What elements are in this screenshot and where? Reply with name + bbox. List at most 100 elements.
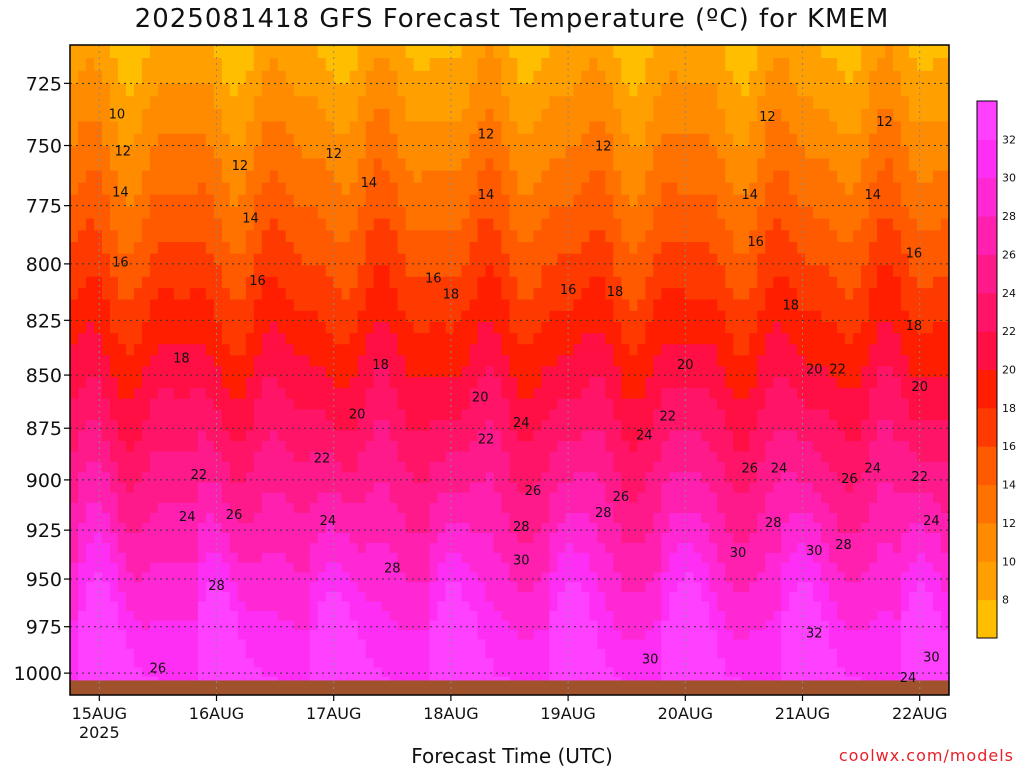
field-cell: [453, 542, 463, 554]
field-cell: [645, 591, 654, 603]
field-cell: [573, 333, 583, 345]
field-cell: [637, 355, 646, 367]
field-cell: [509, 366, 519, 378]
field-cell: [269, 472, 279, 484]
field-cell: [285, 322, 295, 334]
field-cell: [677, 218, 686, 231]
field-cell: [349, 552, 359, 564]
field-cell: [277, 206, 287, 220]
field-cell: [149, 492, 159, 504]
field-cell: [181, 398, 191, 410]
field-cell: [589, 582, 598, 593]
field-cell: [77, 276, 87, 289]
field-cell: [253, 121, 263, 135]
field-cell: [341, 230, 351, 243]
field-cell: [493, 310, 503, 323]
field-cell: [653, 630, 662, 641]
field-cell: [149, 552, 159, 564]
field-cell: [333, 57, 343, 72]
field-cell: [301, 344, 311, 356]
field-cell: [461, 242, 471, 255]
field-cell: [389, 630, 399, 641]
field-cell: [525, 121, 535, 135]
field-cell: [293, 322, 303, 334]
field-cell: [381, 601, 391, 612]
field-cell: [597, 108, 606, 122]
field-cell: [261, 620, 271, 631]
field-cell: [701, 552, 710, 564]
field-cell: [309, 532, 319, 544]
field-cell: [725, 253, 734, 266]
field-cell: [445, 377, 455, 389]
field-cell: [341, 344, 351, 356]
field-cell: [413, 658, 423, 669]
field-cell: [181, 611, 191, 622]
field-cell: [133, 310, 143, 323]
field-cell: [493, 591, 503, 603]
field-cell: [685, 146, 694, 160]
field-cell: [293, 57, 303, 72]
field-cell: [725, 601, 734, 612]
field-cell: [429, 83, 439, 97]
field-cell: [637, 639, 646, 650]
field-cell: [157, 419, 167, 432]
field-cell: [325, 441, 335, 453]
field-cell: [693, 398, 702, 410]
field-cell: [525, 472, 535, 484]
field-cell: [501, 83, 511, 97]
field-cell: [245, 218, 255, 231]
field-cell: [349, 355, 359, 367]
field-cell: [709, 430, 718, 442]
field-cell: [365, 158, 375, 172]
field-cell: [709, 182, 718, 196]
field-cell: [93, 492, 103, 504]
field-cell: [325, 253, 335, 266]
field-cell: [357, 591, 367, 603]
field-cell: [685, 96, 694, 110]
field-cell: [477, 582, 487, 593]
field-cell: [717, 658, 726, 669]
field-cell: [597, 96, 606, 110]
field-cell: [717, 611, 726, 622]
field-cell: [421, 366, 431, 378]
field-cell: [109, 288, 119, 301]
field-cell: [533, 310, 543, 323]
field-cell: [701, 572, 710, 583]
field-cell: [605, 472, 614, 484]
field-cell: [717, 276, 726, 289]
field-cell: [117, 430, 127, 442]
field-cell: [677, 542, 686, 554]
field-cell: [493, 409, 503, 421]
field-cell: [653, 96, 662, 110]
field-cell: [389, 419, 399, 432]
field-cell: [653, 146, 662, 160]
field-cell: [629, 333, 638, 345]
field-cell: [725, 288, 734, 301]
field-cell: [325, 242, 335, 255]
field-cell: [621, 108, 630, 122]
field-cell: [141, 512, 151, 524]
field-cell: [157, 182, 167, 196]
field-cell: [565, 398, 575, 410]
field-cell: [645, 472, 654, 484]
field-cell: [229, 333, 239, 345]
field-cell: [125, 206, 135, 220]
field-cell: [173, 630, 183, 641]
field-cell: [70, 108, 79, 122]
field-cell: [461, 611, 471, 622]
field-cell: [709, 121, 718, 135]
field-cell: [485, 355, 495, 367]
field-cell: [165, 387, 175, 400]
field-cell: [629, 355, 638, 367]
field-cell: [501, 461, 511, 473]
field-cell: [333, 333, 343, 345]
field-cell: [261, 522, 271, 534]
field-cell: [309, 582, 319, 593]
field-cell: [653, 461, 662, 473]
field-cell: [501, 611, 511, 622]
field-cell: [125, 502, 135, 514]
field-cell: [461, 230, 471, 243]
field-cell: [469, 170, 479, 184]
field-cell: [141, 667, 151, 678]
field-cell: [517, 582, 527, 593]
